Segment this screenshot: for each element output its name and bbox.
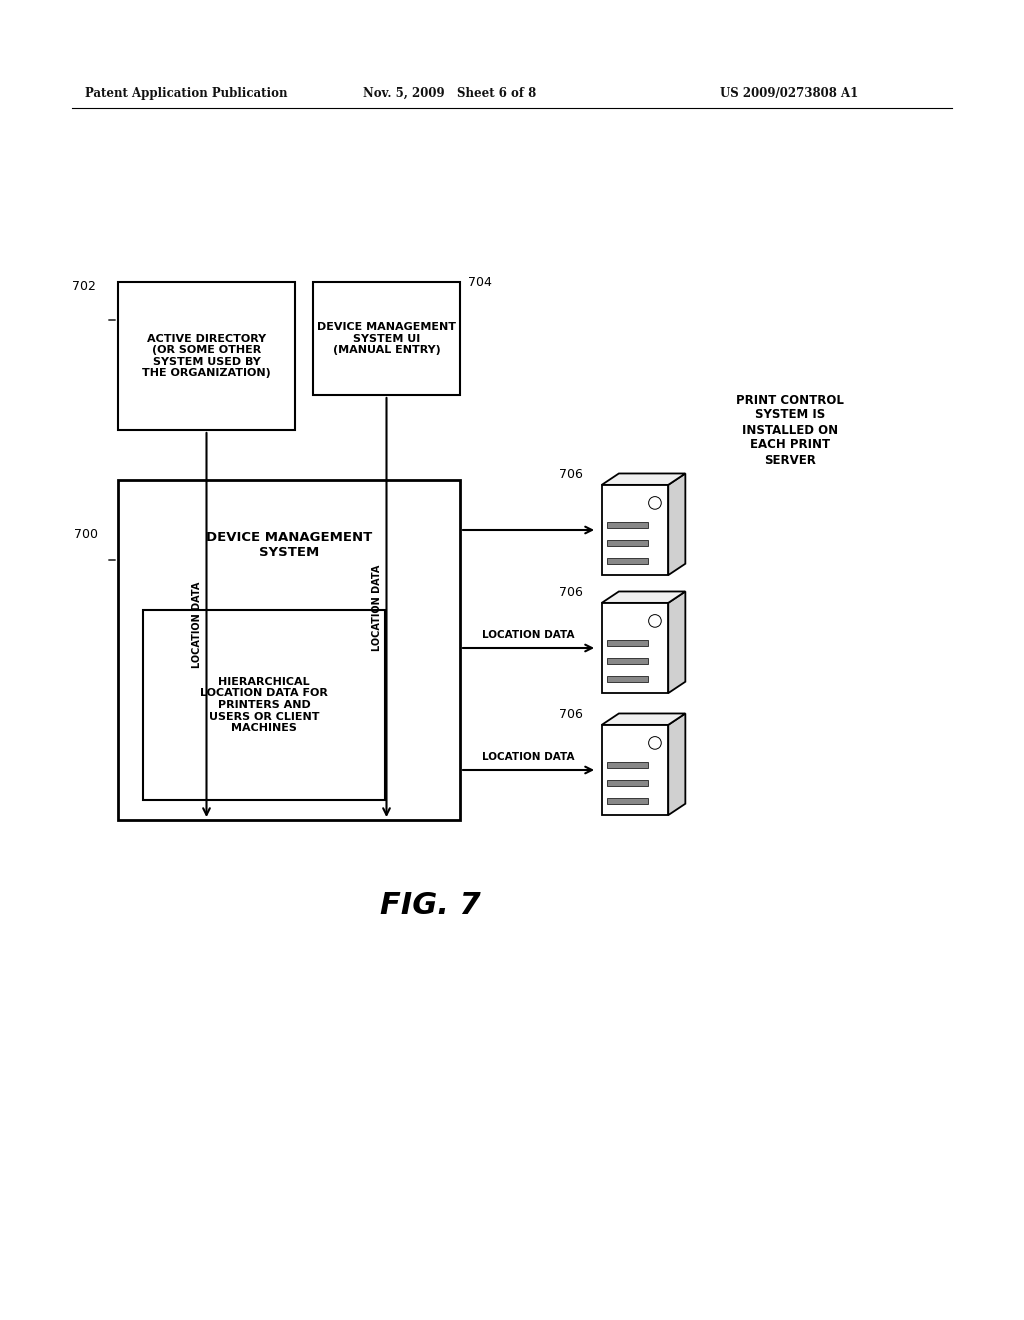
- Text: LOCATION DATA: LOCATION DATA: [191, 582, 202, 668]
- FancyBboxPatch shape: [607, 521, 648, 528]
- Polygon shape: [602, 591, 685, 603]
- Text: PRINT CONTROL
SYSTEM IS
INSTALLED ON
EACH PRINT
SERVER: PRINT CONTROL SYSTEM IS INSTALLED ON EAC…: [736, 393, 844, 466]
- Circle shape: [648, 615, 662, 627]
- FancyBboxPatch shape: [313, 282, 460, 395]
- Text: DEVICE MANAGEMENT
SYSTEM UI
(MANUAL ENTRY): DEVICE MANAGEMENT SYSTEM UI (MANUAL ENTR…: [317, 322, 456, 355]
- Text: 704: 704: [468, 276, 492, 289]
- FancyBboxPatch shape: [607, 799, 648, 804]
- Polygon shape: [602, 474, 685, 484]
- Polygon shape: [669, 714, 685, 816]
- FancyBboxPatch shape: [602, 725, 669, 816]
- Polygon shape: [669, 591, 685, 693]
- FancyBboxPatch shape: [607, 676, 648, 682]
- FancyBboxPatch shape: [607, 558, 648, 564]
- FancyBboxPatch shape: [607, 762, 648, 768]
- FancyBboxPatch shape: [607, 657, 648, 664]
- Text: 706: 706: [559, 469, 583, 482]
- Polygon shape: [602, 714, 685, 725]
- Text: DEVICE MANAGEMENT
SYSTEM: DEVICE MANAGEMENT SYSTEM: [206, 531, 372, 558]
- FancyBboxPatch shape: [118, 282, 295, 430]
- FancyBboxPatch shape: [143, 610, 385, 800]
- Text: 702: 702: [72, 280, 96, 293]
- FancyBboxPatch shape: [607, 780, 648, 787]
- Text: LOCATION DATA: LOCATION DATA: [482, 752, 574, 762]
- Text: Nov. 5, 2009   Sheet 6 of 8: Nov. 5, 2009 Sheet 6 of 8: [362, 87, 537, 99]
- FancyBboxPatch shape: [607, 540, 648, 546]
- FancyBboxPatch shape: [118, 480, 460, 820]
- Polygon shape: [669, 474, 685, 576]
- Circle shape: [648, 737, 662, 750]
- Text: HIERARCHICAL
LOCATION DATA FOR
PRINTERS AND
USERS OR CLIENT
MACHINES: HIERARCHICAL LOCATION DATA FOR PRINTERS …: [200, 677, 328, 733]
- Text: Patent Application Publication: Patent Application Publication: [85, 87, 288, 99]
- Text: LOCATION DATA: LOCATION DATA: [372, 565, 382, 651]
- Text: 706: 706: [559, 586, 583, 599]
- Text: LOCATION DATA: LOCATION DATA: [482, 630, 574, 640]
- Text: 706: 706: [559, 709, 583, 722]
- Text: ACTIVE DIRECTORY
(OR SOME OTHER
SYSTEM USED BY
THE ORGANIZATION): ACTIVE DIRECTORY (OR SOME OTHER SYSTEM U…: [142, 334, 271, 379]
- FancyBboxPatch shape: [602, 603, 669, 693]
- Circle shape: [648, 496, 662, 510]
- Text: 700: 700: [74, 528, 98, 541]
- Text: FIG. 7: FIG. 7: [380, 891, 480, 920]
- FancyBboxPatch shape: [607, 640, 648, 647]
- Text: US 2009/0273808 A1: US 2009/0273808 A1: [720, 87, 858, 99]
- FancyBboxPatch shape: [602, 484, 669, 576]
